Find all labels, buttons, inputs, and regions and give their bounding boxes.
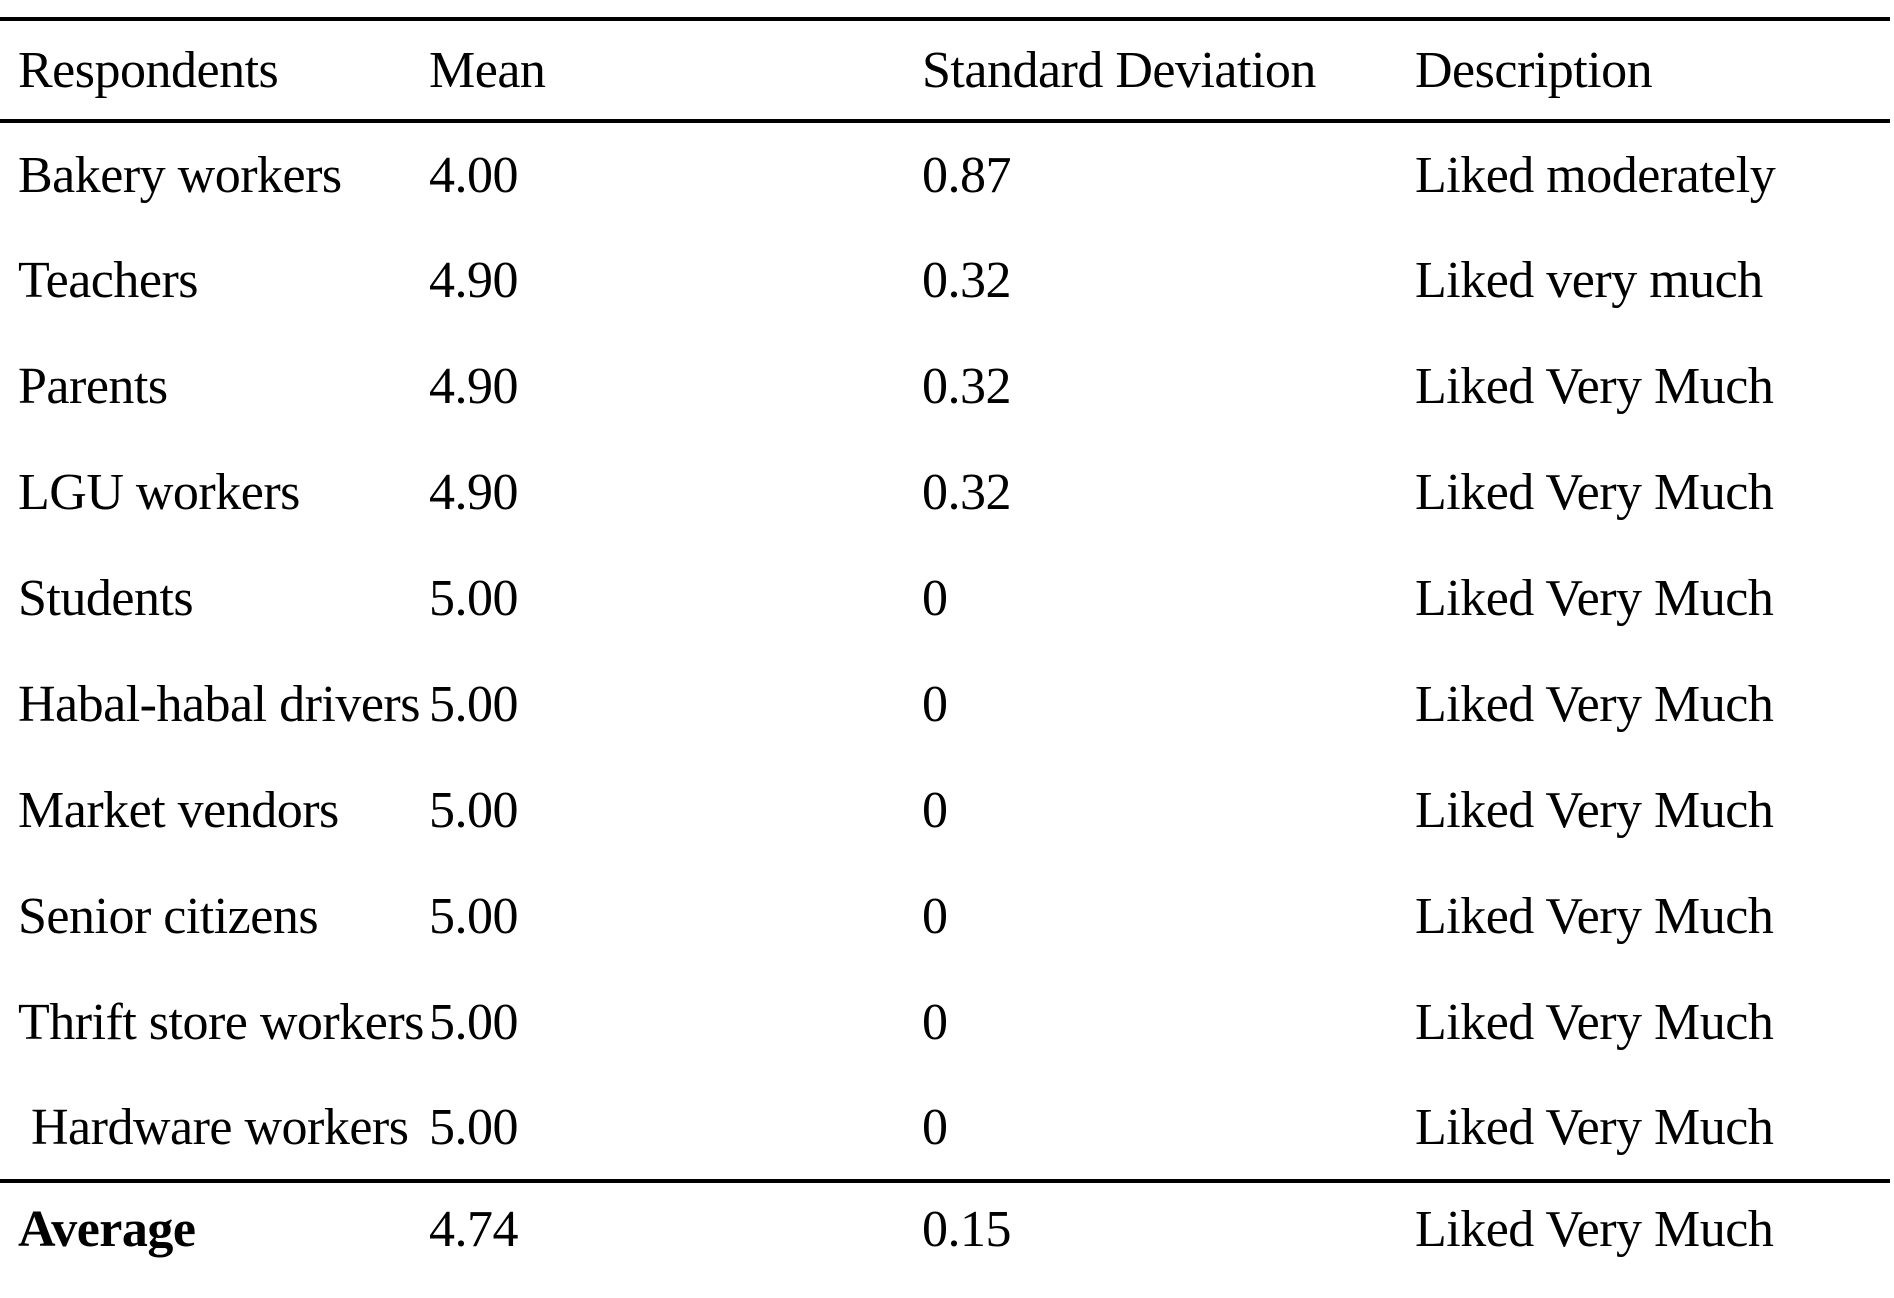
- respondent-cell: Students: [18, 569, 194, 627]
- table-row: Habal-habal drivers 5.00 0 Liked Very Mu…: [0, 651, 1890, 757]
- description-cell: Liked Very Much: [1415, 463, 1774, 521]
- sd-cell: 0.32: [922, 251, 1012, 309]
- sd-cell: 0: [922, 675, 948, 733]
- mean-cell: 5.00: [429, 887, 519, 945]
- description-cell: Liked Very Much: [1415, 675, 1774, 733]
- sd-cell: 0.87: [922, 146, 1012, 204]
- table-footer: Average 4.74 0.15 Liked Very Much: [0, 1179, 1890, 1275]
- sd-cell: 0: [922, 569, 948, 627]
- table-row: Hardware workers 5.00 0 Liked Very Much: [0, 1075, 1890, 1181]
- header-row: Respondents Mean Standard Deviation Desc…: [0, 19, 1890, 123]
- sd-cell: 0: [922, 1098, 948, 1156]
- table-row: Thrift store workers 5.00 0 Liked Very M…: [0, 969, 1890, 1075]
- summary-label: Average: [0, 1179, 429, 1275]
- mean-cell: 4.90: [429, 463, 519, 521]
- table-row: Parents 4.90 0.32 Liked Very Much: [0, 333, 1890, 439]
- description-cell: Liked Very Much: [1415, 781, 1774, 839]
- column-header-respondents: Respondents: [0, 19, 429, 123]
- respondent-cell: Teachers: [18, 251, 199, 309]
- table-row: Students 5.00 0 Liked Very Much: [0, 545, 1890, 651]
- respondent-cell: Habal-habal drivers: [18, 675, 420, 733]
- respondent-cell: LGU workers: [18, 463, 300, 521]
- mean-cell: 5.00: [429, 1098, 519, 1156]
- summary-mean: 4.74: [429, 1179, 922, 1275]
- mean-cell: 4.00: [429, 146, 519, 204]
- sd-cell: 0: [922, 887, 948, 945]
- description-cell: Liked Very Much: [1415, 357, 1774, 415]
- description-cell: Liked very much: [1415, 251, 1763, 309]
- mean-cell: 5.00: [429, 781, 519, 839]
- sd-cell: 0: [922, 781, 948, 839]
- respondent-cell: Hardware workers: [31, 1098, 409, 1156]
- sd-cell: 0: [922, 993, 948, 1051]
- mean-cell: 5.00: [429, 993, 519, 1051]
- column-header-description: Description: [1415, 19, 1890, 123]
- table-header: Respondents Mean Standard Deviation Desc…: [0, 19, 1890, 123]
- sd-cell: 0.32: [922, 357, 1012, 415]
- table-row: LGU workers 4.90 0.32 Liked Very Much: [0, 439, 1890, 545]
- summary-sd: 0.15: [922, 1179, 1415, 1275]
- table-row: Market vendors 5.00 0 Liked Very Much: [0, 757, 1890, 863]
- respondent-cell: Bakery workers: [18, 146, 342, 204]
- description-cell: Liked moderately: [1415, 146, 1776, 204]
- table-row: Senior citizens 5.00 0 Liked Very Much: [0, 863, 1890, 969]
- summary-row: Average 4.74 0.15 Liked Very Much: [0, 1179, 1890, 1275]
- respondent-cell: Market vendors: [18, 781, 339, 839]
- sd-cell: 0.32: [922, 463, 1012, 521]
- respondent-cell: Thrift store workers: [18, 993, 424, 1051]
- mean-cell: 5.00: [429, 675, 519, 733]
- description-cell: Liked Very Much: [1415, 993, 1774, 1051]
- description-cell: Liked Very Much: [1415, 887, 1774, 945]
- respondent-cell: Parents: [18, 357, 168, 415]
- mean-cell: 4.90: [429, 251, 519, 309]
- table-body: Bakery workers 4.00 0.87 Liked moderatel…: [0, 121, 1890, 1181]
- column-header-mean: Mean: [429, 19, 922, 123]
- description-cell: Liked Very Much: [1415, 569, 1774, 627]
- mean-cell: 5.00: [429, 569, 519, 627]
- summary-description: Liked Very Much: [1415, 1179, 1890, 1275]
- description-cell: Liked Very Much: [1415, 1098, 1774, 1156]
- table-row: Teachers 4.90 0.32 Liked very much: [0, 227, 1890, 333]
- column-header-standard-deviation: Standard Deviation: [922, 19, 1415, 123]
- mean-cell: 4.90: [429, 357, 519, 415]
- respondent-cell: Senior citizens: [18, 887, 319, 945]
- results-table: Respondents Mean Standard Deviation Desc…: [0, 17, 1890, 1275]
- table-row: Bakery workers 4.00 0.87 Liked moderatel…: [0, 121, 1890, 227]
